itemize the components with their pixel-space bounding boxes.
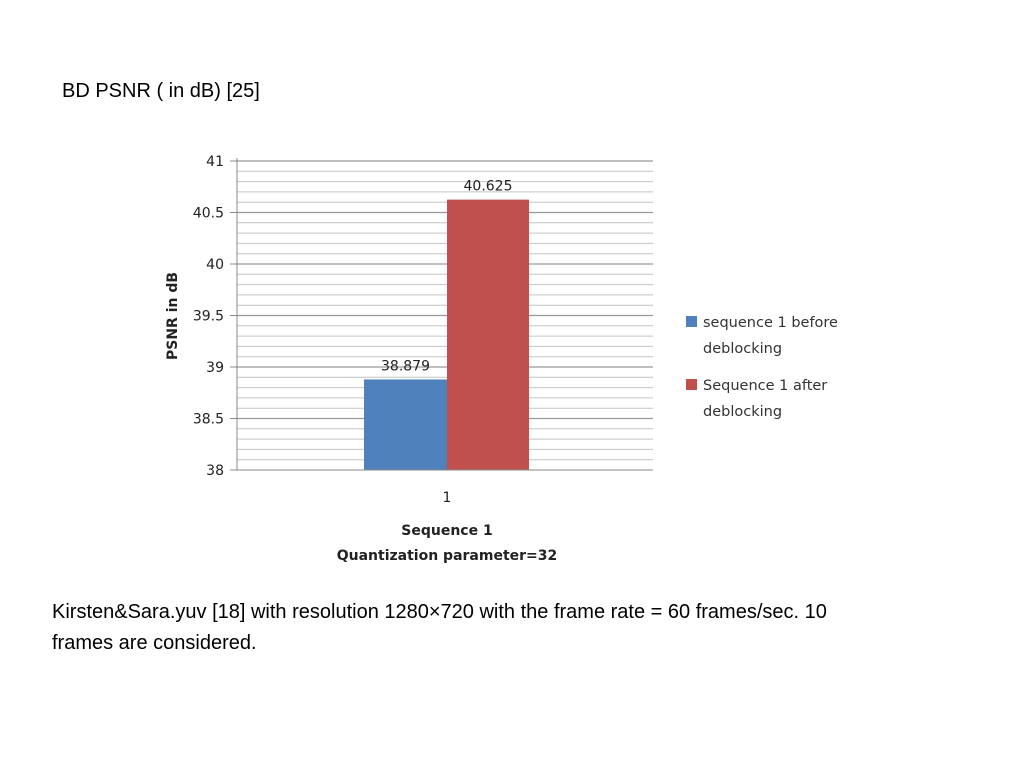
legend-label-before-2: deblocking bbox=[703, 341, 782, 357]
x-axis-title-line1: Sequence 1 bbox=[401, 523, 492, 539]
slide-title: BD PSNR ( in dB) [25] bbox=[62, 80, 260, 102]
legend-swatch-before bbox=[686, 316, 697, 327]
x-tick-label: 1 bbox=[443, 490, 452, 506]
y-tick-label: 41 bbox=[206, 154, 224, 170]
legend-label-after-2: deblocking bbox=[703, 404, 782, 420]
data-label: 40.625 bbox=[464, 179, 513, 195]
y-tick-label: 38 bbox=[206, 463, 224, 479]
legend-label-after-1: Sequence 1 after bbox=[703, 378, 827, 394]
bar-before bbox=[364, 379, 447, 470]
data-label: 38.879 bbox=[381, 358, 430, 374]
y-tick-label: 38.5 bbox=[193, 412, 224, 428]
bar-after bbox=[447, 199, 529, 470]
bars: 38.879 40.625 bbox=[364, 179, 529, 470]
y-axis-title: PSNR in dB bbox=[165, 272, 181, 360]
legend: sequence 1 before deblocking Sequence 1 … bbox=[686, 315, 838, 420]
y-tick-label: 40.5 bbox=[193, 206, 224, 222]
legend-label-before-1: sequence 1 before bbox=[703, 315, 838, 331]
y-ticks: 38 38.5 39 39.5 40 40.5 41 bbox=[193, 154, 237, 479]
y-tick-label: 40 bbox=[206, 257, 224, 273]
y-tick-label: 39.5 bbox=[193, 309, 224, 325]
slide-caption: Kirsten&Sara.yuv [18] with resolution 12… bbox=[52, 601, 827, 654]
y-tick-label: 39 bbox=[206, 360, 224, 376]
legend-swatch-after bbox=[686, 379, 697, 390]
x-axis-title-line2: Quantization parameter=32 bbox=[337, 548, 558, 564]
